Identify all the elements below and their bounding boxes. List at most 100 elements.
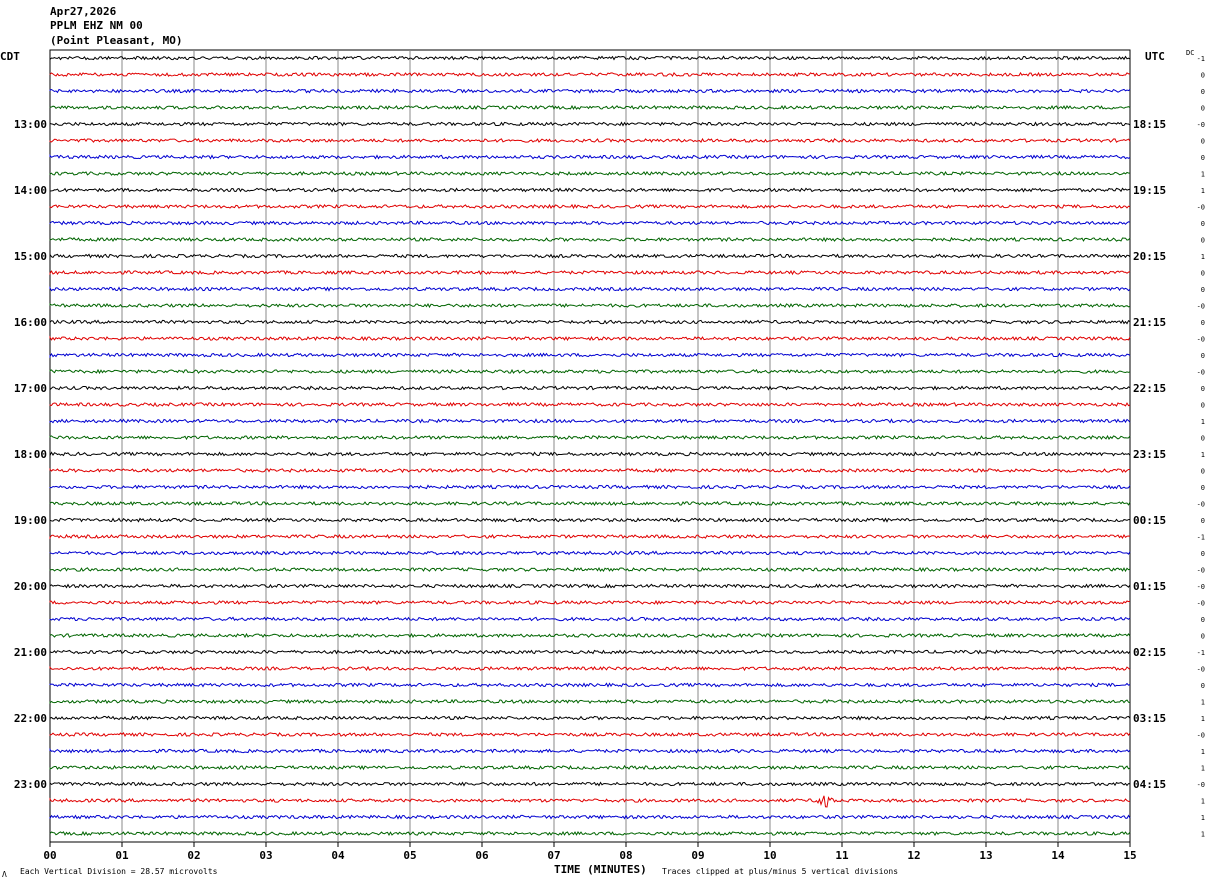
right-hour-label-10: 04:15 [1133, 778, 1166, 791]
dc-offset-28: 0 [1201, 517, 1205, 525]
trace-46 [49, 814, 1131, 820]
trace-25 [49, 467, 1130, 474]
x-axis-title: TIME (MINUTES) [554, 863, 647, 876]
trace-9 [49, 203, 1131, 210]
dc-offset-43: 1 [1201, 765, 1205, 773]
trace-23 [49, 434, 1131, 441]
trace-44 [49, 781, 1131, 787]
trace-43 [49, 764, 1131, 771]
dc-offset-8: 1 [1201, 187, 1205, 195]
dc-offset-12: 1 [1201, 253, 1205, 261]
trace-17 [49, 335, 1131, 342]
dc-offset-17: -0 [1197, 336, 1205, 344]
dc-offset-35: 0 [1201, 633, 1205, 641]
trace-0 [49, 55, 1131, 61]
trace-20 [49, 385, 1131, 391]
trace-6 [49, 154, 1131, 160]
dc-offset-18: 0 [1201, 352, 1205, 360]
dc-offset-11: 0 [1201, 237, 1205, 245]
dc-offset-19: -0 [1197, 369, 1205, 377]
dc-offset-0: -1 [1197, 55, 1205, 63]
dc-offset-38: 0 [1201, 682, 1205, 690]
left-hour-labels: 13:00 14:00 15:00 16:00 17:00 18:00 19:00 20:00… [14, 118, 47, 791]
x-tick-label-05: 05 [403, 849, 416, 862]
left-hour-label-4: 17:00 [14, 382, 47, 395]
trace-39 [49, 698, 1131, 705]
left-hour-label-6: 19:00 [14, 514, 47, 527]
trace-18 [49, 352, 1131, 359]
left-hour-label-10: 23:00 [14, 778, 47, 791]
right-timezone-label: UTC [1145, 50, 1165, 63]
trace-32 [49, 583, 1131, 589]
trace-5 [49, 137, 1131, 143]
dc-offset-5: 0 [1201, 138, 1205, 146]
x-tick-label-08: 08 [619, 849, 632, 862]
dc-offset-30: 0 [1201, 550, 1205, 558]
trace-22 [49, 418, 1131, 424]
trace-13 [49, 269, 1131, 276]
trace-41 [49, 731, 1131, 738]
x-tick-label-02: 02 [187, 849, 200, 862]
trace-45 [49, 795, 1131, 808]
dc-offset-25: 0 [1201, 468, 1205, 476]
dc-offset-22: 1 [1201, 418, 1205, 426]
dc-offset-46: 1 [1201, 814, 1205, 822]
right-hour-label-9: 03:15 [1133, 712, 1166, 725]
trace-47 [49, 830, 1131, 837]
x-tick-label-10: 10 [763, 849, 776, 862]
trace-31 [49, 566, 1131, 573]
minute-gridlines [121, 50, 1059, 842]
dc-offset-24: 1 [1201, 451, 1205, 459]
left-hour-label-7: 20:00 [14, 580, 47, 593]
right-hour-label-1: 19:15 [1133, 184, 1166, 197]
dc-offset-26: 0 [1201, 484, 1205, 492]
trace-3 [49, 104, 1131, 111]
trace-27 [49, 500, 1131, 507]
location-label: (Point Pleasant, MO) [50, 34, 183, 47]
x-tick-label-11: 11 [835, 849, 849, 862]
x-tick-label-12: 12 [907, 849, 920, 862]
trace-37 [49, 665, 1131, 672]
dc-offset-values: -1 0 0 0 -0 0 0 1 1 -0 0 0 1 0 0 -0 0 -0 0 -0 0 0 1 0 1 0 0 -0 0 -1 0 -… [1197, 55, 1205, 839]
left-hour-label-1: 14:00 [14, 184, 47, 197]
left-hour-label-0: 13:00 [14, 118, 47, 131]
trace-12 [49, 252, 1131, 259]
scale-note: Each Vertical Division = 28.57 microvolt… [20, 867, 218, 876]
trace-4 [49, 121, 1131, 127]
dc-offset-37: -0 [1197, 666, 1205, 674]
clip-note: Traces clipped at plus/minus 5 vertical … [662, 867, 899, 876]
left-timezone-label: CDT [0, 50, 20, 63]
trace-14 [49, 285, 1131, 292]
trace-30 [49, 550, 1131, 556]
dc-offset-47: 1 [1201, 831, 1205, 839]
right-hour-label-2: 20:15 [1133, 250, 1166, 263]
dc-offset-6: 0 [1201, 154, 1205, 162]
dc-offset-3: 0 [1201, 105, 1205, 113]
left-hour-label-2: 15:00 [14, 250, 47, 263]
dc-offset-39: 1 [1201, 699, 1205, 707]
trace-26 [49, 484, 1131, 490]
trace-40 [49, 715, 1131, 721]
x-axis-ticks: 00 01 02 03 04 05 06 07 08 09 10 11 12 13 14 15 [43, 842, 1137, 862]
dc-column-label: DC [1186, 49, 1195, 57]
dc-offset-4: -0 [1197, 121, 1205, 129]
dc-offset-1: 0 [1201, 72, 1205, 80]
left-hour-label-8: 21:00 [14, 646, 47, 659]
dc-offset-27: -0 [1197, 501, 1205, 509]
trace-1 [49, 71, 1131, 78]
dc-offset-10: 0 [1201, 220, 1205, 228]
dc-offset-20: 0 [1201, 385, 1205, 393]
dc-offset-36: -1 [1197, 649, 1205, 657]
dc-offset-45: 1 [1201, 798, 1205, 806]
dc-offset-23: 0 [1201, 435, 1205, 443]
trace-34 [49, 616, 1131, 622]
dc-offset-9: -0 [1197, 204, 1205, 212]
right-hour-label-0: 18:15 [1133, 118, 1166, 131]
trace-19 [49, 368, 1131, 375]
trace-28 [49, 517, 1131, 523]
right-hour-label-5: 23:15 [1133, 448, 1166, 461]
right-hour-label-3: 21:15 [1133, 316, 1166, 329]
x-tick-label-15: 15 [1123, 849, 1136, 862]
trace-24 [49, 451, 1131, 457]
